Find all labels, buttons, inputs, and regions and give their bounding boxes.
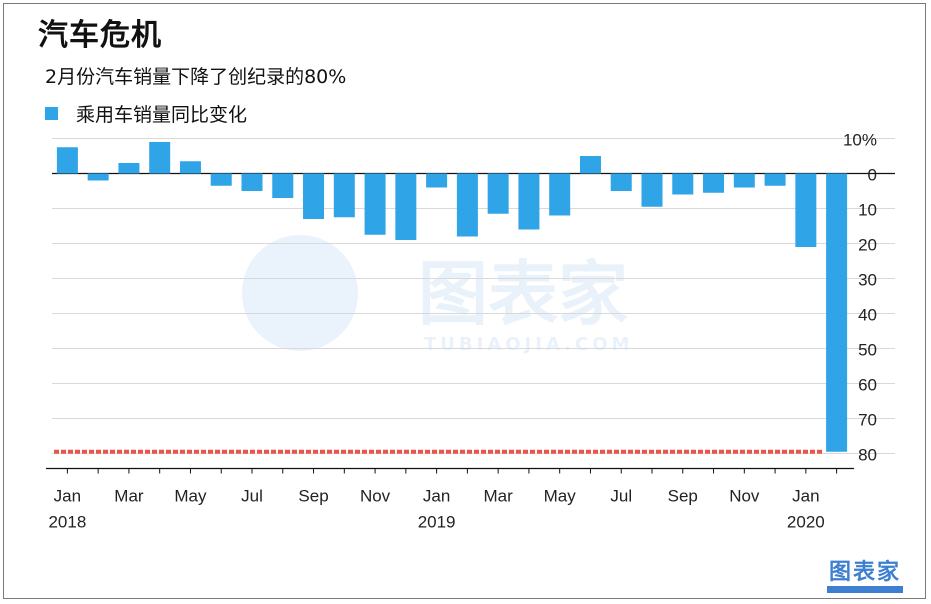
bar — [426, 173, 448, 188]
bar — [549, 173, 571, 216]
y-tick-label: 30 — [858, 271, 877, 290]
bar — [487, 173, 509, 214]
x-tick-label: Mar — [484, 487, 514, 506]
chart-frame — [3, 3, 926, 599]
bar — [179, 161, 201, 174]
y-tick-label: 40 — [858, 306, 877, 325]
y-tick-label: 70 — [858, 411, 877, 430]
bar — [395, 173, 417, 240]
bar — [241, 173, 263, 191]
y-tick-label: 20 — [858, 236, 877, 255]
chart-title: 汽车危机 — [38, 18, 162, 53]
x-tick-label: May — [544, 487, 577, 506]
bar — [149, 142, 171, 174]
brand-bar — [827, 586, 903, 593]
legend-swatch — [45, 107, 58, 120]
bar — [303, 173, 325, 219]
bar — [610, 173, 632, 191]
bar — [641, 173, 663, 207]
x-tick-label: Jan — [423, 487, 450, 506]
x-tick-label: Jan — [54, 487, 81, 506]
x-tick-label: Jul — [610, 487, 632, 506]
y-tick-label: 60 — [858, 376, 877, 395]
bar — [272, 173, 294, 198]
x-tick-label: Sep — [668, 487, 698, 506]
x-tick-label: Nov — [360, 487, 391, 506]
x-year-label: 2018 — [48, 513, 86, 532]
bar — [764, 173, 786, 186]
brand-logo: 图表家 — [827, 560, 903, 594]
bar — [733, 173, 755, 188]
bar — [87, 173, 109, 181]
bar — [826, 173, 848, 452]
bar — [795, 173, 817, 247]
y-tick-label: 80 — [858, 446, 877, 465]
bar — [333, 173, 355, 218]
watermark: 图表家 TUBIAOJIA.COM — [242, 235, 633, 355]
bar — [118, 163, 140, 174]
bar — [518, 173, 540, 230]
x-tick-label: Jan — [792, 487, 819, 506]
x-tick-label: Jul — [241, 487, 263, 506]
bar — [364, 173, 386, 235]
y-tick-label: 0 — [868, 166, 877, 185]
chart-subtitle: 2月份汽车销量下降了创纪录的80% — [45, 66, 347, 88]
bar — [672, 173, 694, 195]
x-tick-label: Nov — [729, 487, 760, 506]
y-tick-label: 10 — [858, 201, 877, 220]
bar — [56, 147, 78, 174]
bar — [456, 173, 478, 237]
x-year-label: 2019 — [418, 513, 456, 532]
bar — [210, 173, 232, 186]
legend: 乘用车销量同比变化 — [45, 100, 247, 127]
watermark-name: 图表家 — [418, 253, 628, 335]
watermark-domain: TUBIAOJIA.COM — [424, 334, 633, 355]
watermark-logo-icon — [242, 235, 358, 351]
x-tick-label: Sep — [298, 487, 328, 506]
bar — [703, 173, 725, 193]
brand-text: 图表家 — [828, 560, 901, 585]
x-tick-label: May — [174, 487, 207, 506]
y-tick-label: 50 — [858, 341, 877, 360]
y-tick-label: 10% — [843, 131, 877, 150]
bar — [579, 156, 601, 174]
legend-label: 乘用车销量同比变化 — [76, 104, 248, 126]
x-tick-label: Mar — [114, 487, 144, 506]
x-year-label: 2020 — [787, 513, 825, 532]
